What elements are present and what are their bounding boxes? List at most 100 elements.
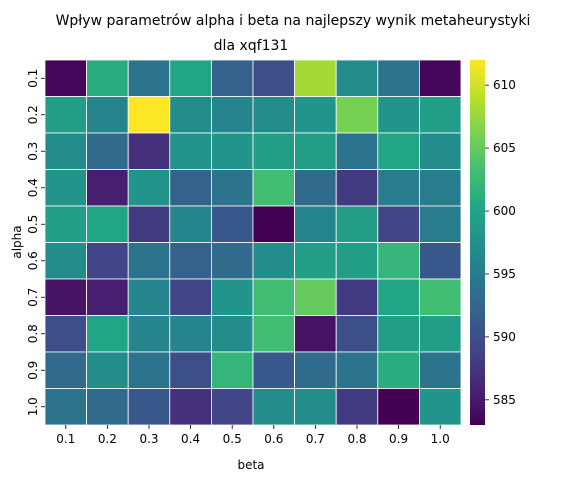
heatmap-cell: [377, 388, 420, 426]
heatmap-cell: [418, 96, 462, 134]
heatmap-cell: [210, 205, 254, 243]
heatmap-cell: [210, 315, 254, 353]
heatmap-cell: [377, 132, 420, 170]
heatmap-cell: [169, 59, 212, 97]
y-tick-label: 0.4: [26, 178, 40, 197]
heatmap-cell: [252, 59, 295, 97]
x-tick-label: 0.2: [98, 432, 117, 446]
heatmap-cell: [44, 242, 87, 280]
heatmap-cell: [418, 278, 462, 316]
heatmap-cell: [210, 351, 254, 389]
x-tick-label: 1.0: [431, 432, 450, 446]
heatmap-cell: [86, 315, 129, 353]
x-tick-label: 0.9: [389, 432, 408, 446]
heatmap-cell: [127, 278, 171, 316]
heatmap-cell: [335, 351, 379, 389]
heatmap-cell: [169, 169, 212, 207]
heatmap-cell: [294, 242, 337, 280]
x-axis-ticks: 0.1 0.2 0.3 0.4 0.5 0.6 0.7 0.8 0.9 1.0: [56, 425, 450, 446]
heatmap-cell: [418, 242, 462, 280]
heatmap-cell: [210, 96, 254, 134]
heatmap-cell: [210, 388, 254, 426]
heatmap-cell: [294, 132, 337, 170]
x-tick-label: 0.3: [139, 432, 158, 446]
heatmap-cell: [418, 205, 462, 243]
heatmap-cell: [335, 169, 379, 207]
heatmap-cell: [335, 59, 379, 97]
heatmap-cell: [252, 132, 295, 170]
heatmap-cell: [335, 388, 379, 426]
heatmap-cell: [418, 169, 462, 207]
heatmap-cell: [377, 59, 420, 97]
y-tick-label: 0.7: [26, 288, 40, 307]
y-tick-label: 0.9: [26, 361, 40, 380]
heatmap-cell: [169, 388, 212, 426]
heatmap-cell: [44, 169, 87, 207]
y-axis-ticks: 0.1 0.2 0.3 0.4 0.5 0.6 0.7 0.8 0.9 1.0: [26, 69, 45, 416]
heatmap-cell: [418, 315, 462, 353]
heatmap-cell: [127, 169, 171, 207]
y-tick-label: 0.2: [26, 105, 40, 124]
heatmap-cell: [252, 315, 295, 353]
heatmap-cell: [252, 388, 295, 426]
y-tick-label: 1.0: [26, 397, 40, 416]
heatmap-cell: [127, 242, 171, 280]
colorbar: [470, 60, 485, 425]
heatmap-cell: [210, 242, 254, 280]
heatmap-cell: [86, 96, 129, 134]
y-tick-label: 0.1: [26, 69, 40, 88]
heatmap-cell: [86, 169, 129, 207]
x-tick-label: 0.5: [223, 432, 242, 446]
heatmap-cell: [44, 278, 87, 316]
heatmap-cell: [86, 132, 129, 170]
heatmap-cell: [377, 96, 420, 134]
x-axis-label: beta: [237, 458, 264, 472]
y-tick-label: 0.6: [26, 251, 40, 270]
heatmap-cell: [252, 169, 295, 207]
heatmap-cell: [294, 388, 337, 426]
heatmap-cell: [377, 278, 420, 316]
heatmap-cell: [127, 388, 171, 426]
heatmap-cell: [335, 132, 379, 170]
x-tick-label: 0.4: [181, 432, 200, 446]
heatmap-cell: [252, 96, 295, 134]
chart-title: Wpływ parametrów alpha i beta na najleps…: [56, 13, 531, 29]
heatmap-cell: [294, 351, 337, 389]
chart-subtitle: dla xqf131: [214, 38, 289, 54]
heatmap-cell: [294, 278, 337, 316]
heatmap-cell: [169, 205, 212, 243]
heatmap-cell: [252, 278, 295, 316]
heatmap-cell: [377, 315, 420, 353]
heatmap-cell: [86, 59, 129, 97]
heatmap-cell: [377, 351, 420, 389]
heatmap-cell: [86, 205, 129, 243]
heatmap-cell: [44, 351, 87, 389]
heatmap-cell: [418, 388, 462, 426]
colorbar-tick-label: 595: [493, 267, 516, 281]
heatmap-cell: [377, 169, 420, 207]
colorbar-ticks: 585 590 595 600 605 610: [485, 78, 516, 407]
x-tick-label: 0.7: [306, 432, 325, 446]
x-tick-label: 0.8: [347, 432, 366, 446]
heatmap-cell: [335, 242, 379, 280]
x-tick-label: 0.6: [264, 432, 283, 446]
heatmap-cell: [377, 242, 420, 280]
colorbar-tick-label: 610: [493, 78, 516, 92]
heatmap-cell: [335, 315, 379, 353]
heatmap-cell: [44, 315, 87, 353]
heatmap-cell: [210, 132, 254, 170]
heatmap-cell: [44, 132, 87, 170]
heatmap-cell: [169, 96, 212, 134]
heatmap-cells: [44, 59, 462, 426]
colorbar-tick-label: 590: [493, 330, 516, 344]
heatmap-cell: [127, 132, 171, 170]
heatmap-cell: [86, 278, 129, 316]
heatmap-cell: [44, 96, 87, 134]
heatmap-cell: [44, 205, 87, 243]
heatmap-cell: [169, 278, 212, 316]
heatmap-cell: [294, 315, 337, 353]
colorbar-tick-label: 600: [493, 204, 516, 218]
heatmap-cell: [127, 205, 171, 243]
heatmap-cell: [418, 59, 462, 97]
